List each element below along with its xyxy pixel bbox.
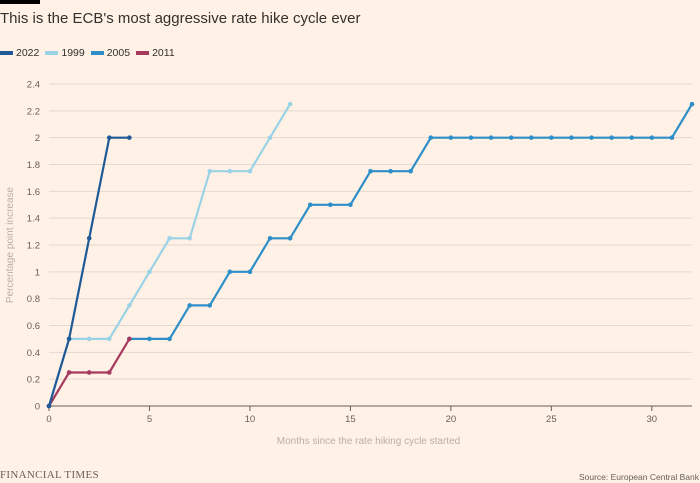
y-tick-label: 0.8 bbox=[27, 294, 40, 305]
legend-swatch-2011 bbox=[136, 51, 150, 55]
y-tick-label: 2.4 bbox=[27, 80, 40, 91]
data-point-2005 bbox=[267, 235, 273, 241]
data-point-2005 bbox=[348, 202, 353, 208]
data-point-2005 bbox=[549, 135, 554, 140]
x-axis-ticks: 0 5 10 15 20 25 30 bbox=[46, 406, 657, 425]
y-tick-label: 1.4 bbox=[27, 214, 40, 225]
source-note: Source: European Central Bank bbox=[578, 472, 699, 482]
data-point-2011 bbox=[106, 370, 112, 375]
legend-item-2011: 2011 bbox=[136, 47, 175, 59]
data-point-2005 bbox=[428, 135, 434, 140]
legend-label-2005: 2005 bbox=[106, 47, 131, 59]
y-tick-label: 1.2 bbox=[27, 241, 40, 252]
legend-item-2005: 2005 bbox=[90, 47, 131, 59]
legend-item-2022: 2022 bbox=[0, 47, 39, 59]
series-lines bbox=[46, 101, 695, 409]
data-point-2005 bbox=[468, 135, 474, 140]
data-point-2005 bbox=[649, 135, 655, 140]
data-point-2005 bbox=[187, 303, 192, 308]
y-tick-label: 2.2 bbox=[27, 106, 40, 117]
data-point-1999 bbox=[227, 168, 233, 174]
data-point-2005 bbox=[589, 135, 594, 140]
data-point-2005 bbox=[569, 135, 574, 140]
data-point-1999 bbox=[247, 168, 253, 174]
data-point-2022 bbox=[86, 235, 92, 241]
x-axis-label: Months since the rate hiking cycle start… bbox=[277, 436, 460, 447]
legend-item-1999: 1999 bbox=[45, 47, 85, 59]
data-point-2011 bbox=[127, 336, 132, 342]
data-point-1999 bbox=[106, 336, 112, 342]
data-point-2005 bbox=[368, 168, 373, 174]
data-point-2005 bbox=[328, 202, 333, 208]
data-point-2005 bbox=[448, 135, 454, 140]
data-point-2022 bbox=[127, 135, 132, 140]
data-point-2005 bbox=[287, 235, 293, 241]
chart-title: This is the ECB's most aggressive rate h… bbox=[0, 10, 361, 27]
data-point-2011 bbox=[66, 370, 72, 375]
y-tick-label: 0 bbox=[35, 402, 40, 413]
data-point-1999 bbox=[167, 235, 172, 241]
x-tick-label: 15 bbox=[345, 414, 356, 425]
data-point-2022 bbox=[106, 135, 112, 140]
data-point-2005 bbox=[629, 135, 635, 140]
y-tick-label: 1.6 bbox=[27, 187, 40, 198]
x-tick-label: 20 bbox=[446, 414, 457, 425]
legend: 2022 1999 2005 2011 bbox=[0, 47, 181, 59]
data-point-1999 bbox=[127, 303, 132, 308]
legend-label-2011: 2011 bbox=[152, 47, 175, 59]
x-tick-label: 25 bbox=[546, 414, 557, 425]
line-chart: 0 0.2 0.4 0.6 0.8 1 1.2 1.4 1.6 1.8 2 2.2 2.4 0 5 10 15… bbox=[5, 80, 695, 447]
x-tick-label: 5 bbox=[147, 414, 152, 425]
data-point-2005 bbox=[609, 135, 614, 140]
legend-swatch-1999 bbox=[45, 51, 59, 55]
data-point-1999 bbox=[267, 135, 273, 140]
y-tick-label: 1 bbox=[35, 267, 40, 278]
data-point-2005 bbox=[689, 101, 695, 107]
x-tick-label: 0 bbox=[46, 414, 51, 425]
y-tick-label: 2 bbox=[35, 133, 40, 144]
data-point-1999 bbox=[86, 336, 92, 342]
y-axis-label: Percentage point increase bbox=[5, 186, 16, 303]
data-point-2005 bbox=[307, 202, 313, 208]
gridlines bbox=[49, 83, 692, 407]
data-point-1999 bbox=[187, 235, 192, 241]
series-line-2005 bbox=[129, 103, 693, 340]
data-point-1999 bbox=[207, 168, 213, 174]
y-tick-label: 0.6 bbox=[27, 321, 40, 332]
data-point-2005 bbox=[388, 168, 393, 174]
data-point-1999 bbox=[287, 101, 293, 107]
x-tick-label: 30 bbox=[647, 414, 658, 425]
data-point-2005 bbox=[227, 269, 233, 275]
legend-swatch-2005 bbox=[90, 51, 104, 55]
brand-accent-bar bbox=[0, 0, 40, 4]
data-point-2005 bbox=[408, 168, 413, 174]
y-tick-label: 1.8 bbox=[27, 160, 40, 171]
series-2022 bbox=[46, 135, 132, 409]
data-point-2022 bbox=[66, 336, 72, 342]
data-point-2022 bbox=[46, 403, 52, 409]
data-point-2005 bbox=[488, 135, 494, 140]
x-tick-label: 10 bbox=[245, 414, 256, 425]
series-2011 bbox=[46, 336, 132, 409]
data-point-1999 bbox=[147, 269, 152, 275]
data-point-2005 bbox=[247, 269, 253, 275]
y-tick-label: 0.2 bbox=[27, 375, 40, 386]
data-point-2005 bbox=[508, 135, 514, 140]
legend-label-1999: 1999 bbox=[61, 47, 85, 59]
legend-label-2022: 2022 bbox=[16, 47, 40, 59]
y-tick-label: 0.4 bbox=[27, 348, 40, 359]
data-point-2005 bbox=[167, 336, 172, 342]
series-1999 bbox=[46, 101, 293, 409]
data-point-2011 bbox=[86, 370, 92, 375]
ft-logo-text: FINANCIAL TIMES bbox=[0, 469, 99, 481]
data-point-2005 bbox=[669, 135, 675, 140]
y-axis-ticks: 0 0.2 0.4 0.6 0.8 1 1.2 1.4 1.6 1.8 2 2.2 2.4 bbox=[27, 80, 40, 413]
data-point-2005 bbox=[528, 135, 534, 140]
data-point-2005 bbox=[147, 336, 152, 342]
legend-swatch-2022 bbox=[0, 51, 13, 55]
series-2005 bbox=[127, 101, 695, 342]
data-point-2005 bbox=[207, 303, 213, 308]
